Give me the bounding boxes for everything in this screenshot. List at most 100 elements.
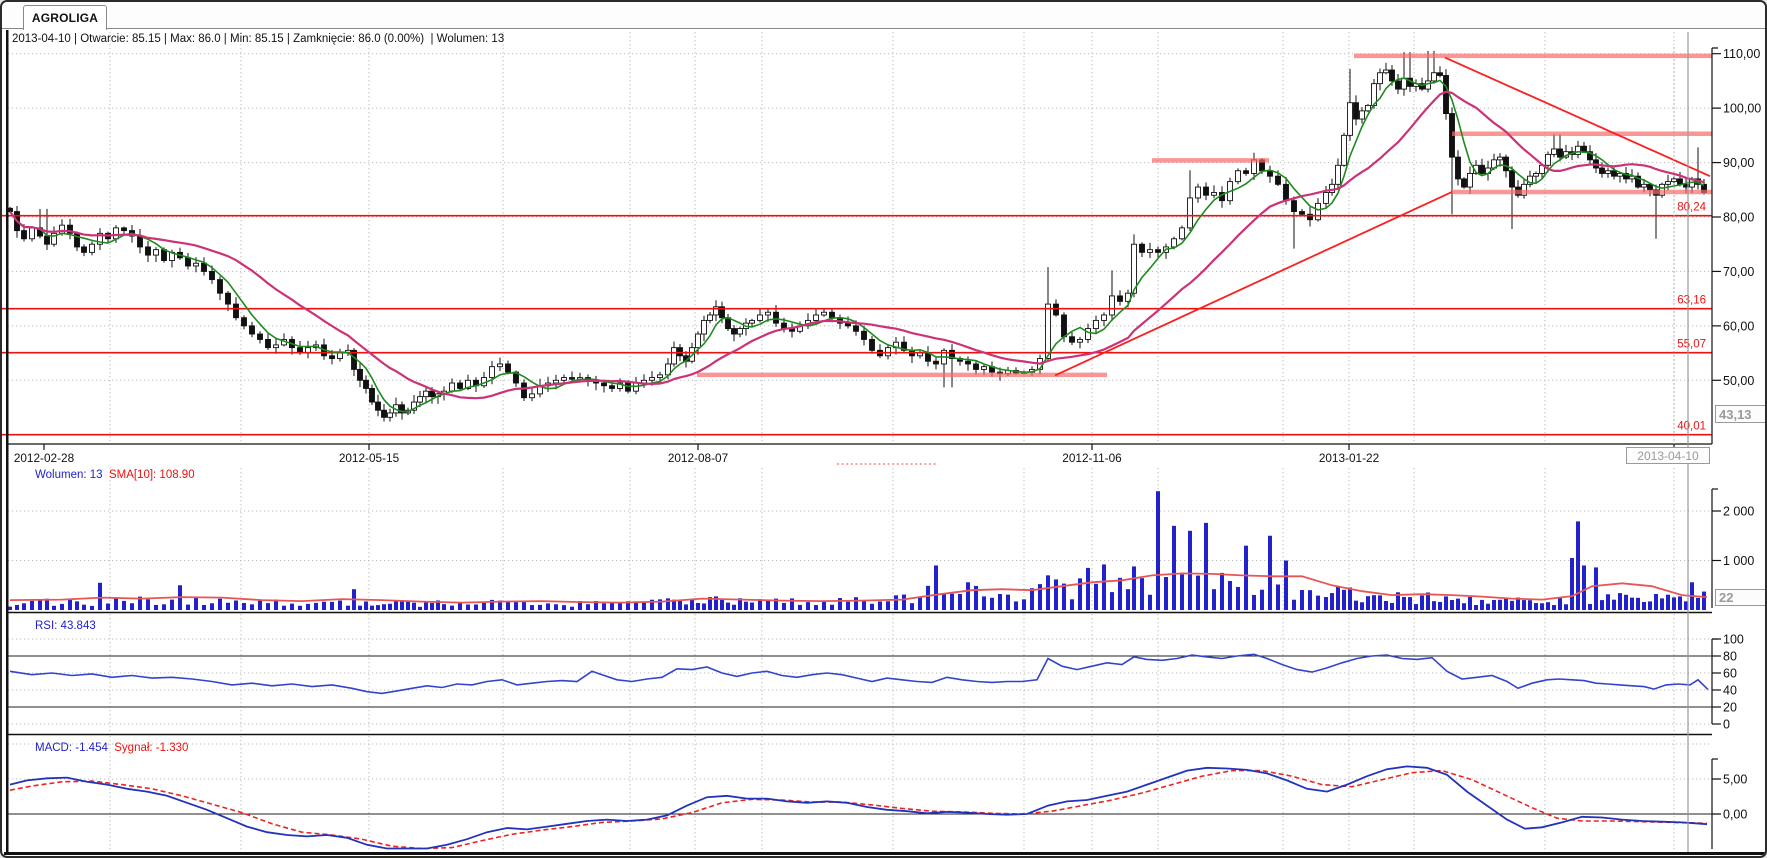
candle-body xyxy=(749,319,755,324)
volume-bar xyxy=(1456,598,1460,610)
candle-body xyxy=(193,262,199,267)
candle-body xyxy=(853,325,859,332)
macd-signal-label: Sygnał: -1.330 xyxy=(114,742,189,754)
volume-bar xyxy=(982,596,986,610)
volume-bar xyxy=(382,604,386,610)
volume-bar xyxy=(1444,596,1448,610)
ma-slow-line xyxy=(9,90,1705,400)
volume-bar xyxy=(1594,567,1598,610)
candle-body xyxy=(121,227,127,232)
candle-body xyxy=(417,396,423,403)
volume-bar xyxy=(1642,602,1646,610)
volume-bar xyxy=(1480,599,1484,610)
candle-body xyxy=(97,232,103,245)
candle-body xyxy=(1383,69,1389,74)
tab-bar: AGROLIGA xyxy=(2,2,1765,30)
volume-bar xyxy=(1486,603,1490,610)
volume-bar xyxy=(1300,590,1304,610)
volume-bar xyxy=(234,600,238,610)
candle-body xyxy=(161,249,167,261)
volume-bar xyxy=(546,603,550,610)
volume-bar xyxy=(364,601,368,610)
volume-bar xyxy=(394,601,398,610)
candle-body xyxy=(1243,170,1249,174)
volume-bar xyxy=(1102,564,1106,610)
volume-bar xyxy=(1014,601,1018,610)
volume-bar xyxy=(1164,577,1168,610)
candle-body xyxy=(1623,173,1629,180)
date-tick-label: 2013-01-22 xyxy=(1319,451,1379,465)
volume-bar xyxy=(400,601,404,610)
volume-bar xyxy=(490,599,494,610)
candle-body xyxy=(273,344,279,349)
volume-bar xyxy=(1292,599,1296,610)
candle-body xyxy=(113,227,119,240)
candle-body xyxy=(241,317,247,327)
volume-bar xyxy=(886,601,890,610)
volume-bar xyxy=(1624,594,1628,610)
candle-body xyxy=(1329,183,1335,193)
date-tick-label: 2012-11-06 xyxy=(1062,451,1122,465)
candle-body xyxy=(713,306,719,316)
candle-body xyxy=(521,382,527,399)
volume-bar xyxy=(1360,602,1364,610)
volume-bar xyxy=(436,600,440,610)
volume-bar xyxy=(1492,600,1496,610)
candle-body xyxy=(44,235,50,245)
candle-body xyxy=(1195,186,1201,199)
volume-bar xyxy=(1324,596,1328,610)
volume-bar xyxy=(1022,599,1026,610)
candle-body xyxy=(765,311,771,316)
candle-body xyxy=(1629,175,1635,180)
tab-agroliga[interactable]: AGROLIGA xyxy=(23,5,107,30)
candle-body xyxy=(21,230,27,240)
candle-body xyxy=(1545,153,1551,166)
candle-body xyxy=(529,393,535,399)
volume-bar xyxy=(1570,558,1574,610)
volume-bar xyxy=(1038,584,1042,610)
rsi-panel-label: RSI: 43.843 xyxy=(35,620,96,632)
candle-body xyxy=(1635,175,1641,188)
candle-body xyxy=(1611,170,1617,177)
candle-body xyxy=(813,314,819,321)
candle-body xyxy=(257,333,263,340)
volume-bar xyxy=(442,604,446,610)
volume-bar xyxy=(1474,605,1478,610)
volume-bar xyxy=(1236,586,1240,610)
candle-body xyxy=(1461,178,1467,188)
candle-body xyxy=(657,374,663,379)
candle-body xyxy=(569,377,575,380)
candle-body xyxy=(357,368,363,381)
volume-bar xyxy=(634,601,638,610)
candle-body xyxy=(1131,243,1137,294)
candle-body xyxy=(1431,72,1437,82)
volume-bar xyxy=(894,595,898,610)
volume-bar xyxy=(822,600,826,610)
candle-body xyxy=(51,232,57,245)
volume-bar xyxy=(358,605,362,610)
candle-body xyxy=(1581,145,1587,153)
volume-bar xyxy=(926,585,930,610)
candle-body xyxy=(1299,211,1305,215)
candle-body xyxy=(1061,314,1067,338)
volume-bar xyxy=(1438,601,1442,610)
rsi-tick-label: 80 xyxy=(1723,650,1737,664)
volume-bar xyxy=(52,605,56,610)
candle-body xyxy=(1085,328,1091,340)
current-date-box[interactable]: 2013-04-10 xyxy=(1626,447,1710,464)
volume-sma-line xyxy=(9,572,1708,604)
volume-bar xyxy=(714,596,718,610)
volume-bar xyxy=(530,605,534,610)
candle-body xyxy=(1365,104,1371,112)
candle-body xyxy=(1155,249,1161,253)
candle-body xyxy=(719,306,725,319)
volume-bar xyxy=(738,598,742,610)
volume-bar xyxy=(1220,572,1224,610)
volume-bar xyxy=(814,605,818,610)
price-tick-label: 70,00 xyxy=(1723,265,1754,279)
candle-body xyxy=(381,409,387,418)
volume-bar xyxy=(218,598,222,610)
volume-bar xyxy=(1522,600,1526,610)
candle-body xyxy=(561,377,567,381)
